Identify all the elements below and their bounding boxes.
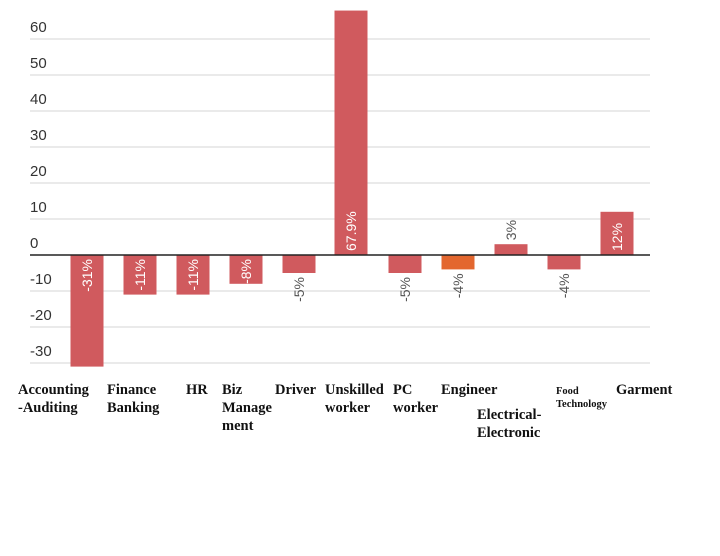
y-tick-label: 20 (30, 163, 47, 180)
y-tick-label: -10 (30, 271, 52, 288)
bars (70, 10, 634, 367)
x-category-label: Unskilled worker (325, 382, 384, 416)
data-label: -4% (556, 273, 572, 298)
y-tick-label: 10 (30, 199, 47, 216)
y-tick-label: 40 (30, 91, 47, 108)
y-axis-ticks: 60 50 40 30 20 10 0 -10 -20 -30 (30, 19, 52, 360)
bar (334, 10, 368, 256)
y-tick-label: 50 (30, 55, 47, 72)
data-label: -5% (291, 277, 307, 302)
data-label: 12% (609, 223, 625, 251)
bar (388, 255, 422, 273)
x-category-label: Driver (275, 382, 317, 398)
y-tick-label: -30 (30, 343, 52, 360)
y-tick-label: 30 (30, 127, 47, 144)
x-category-label: Accounting -Auditing (18, 382, 90, 416)
bar (441, 255, 475, 270)
data-label: -4% (450, 273, 466, 298)
bar (176, 255, 210, 295)
bar (229, 255, 263, 284)
data-label: -11% (185, 259, 201, 291)
x-category-label: PC worker (393, 382, 439, 416)
bar (600, 211, 634, 255)
x-axis-categories: Accounting -Auditing Finance Banking HR Biz Ma… (18, 382, 673, 441)
data-label: -31% (79, 259, 95, 292)
data-label: 3% (503, 220, 519, 240)
bar (282, 255, 316, 273)
bar (494, 244, 528, 255)
x-category-label: Food Technology (556, 386, 608, 410)
x-category-label: HR (186, 382, 208, 398)
data-labels: -31% -11% -11% -8% -5% 67.9% -5% -4% 3% -4% 12% (79, 211, 625, 302)
bar (70, 255, 104, 367)
x-category-label: Engineer (441, 382, 498, 398)
data-label: -11% (132, 259, 148, 291)
y-tick-label: -20 (30, 307, 52, 324)
x-category-label: Electrical-Electronic (477, 407, 542, 441)
data-label: -5% (397, 277, 413, 302)
data-label: -8% (238, 259, 254, 284)
x-category-label: Biz Manage ment (222, 382, 273, 434)
bar (123, 255, 157, 295)
y-tick-label: 0 (30, 235, 38, 252)
data-label: 67.9% (343, 211, 359, 251)
bar (547, 255, 581, 270)
y-tick-label: 60 (30, 19, 47, 36)
x-category-label: Garment (616, 382, 673, 398)
x-category-label: Finance Banking (107, 382, 160, 416)
